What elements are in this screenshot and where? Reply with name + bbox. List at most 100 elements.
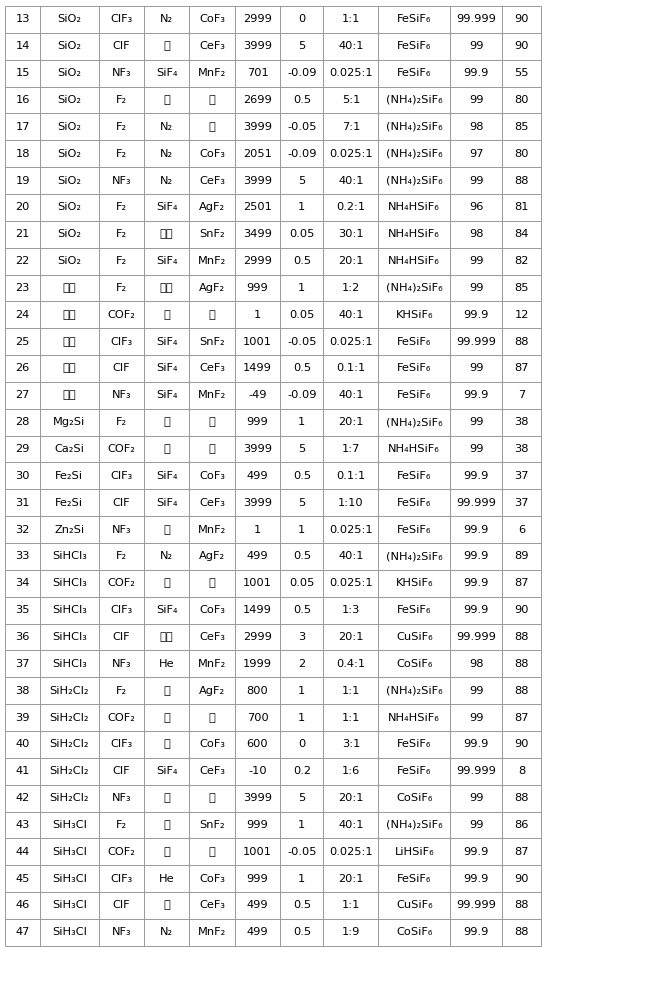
Text: SiH₃Cl: SiH₃Cl	[52, 820, 87, 830]
Text: 1:7: 1:7	[342, 444, 360, 454]
Text: MnF₂: MnF₂	[198, 256, 226, 266]
Text: 87: 87	[514, 578, 529, 588]
Text: 33: 33	[15, 551, 30, 561]
Text: 999: 999	[247, 283, 268, 293]
Text: -0.09: -0.09	[287, 68, 317, 78]
Text: (NH₄)₂SiF₆: (NH₄)₂SiF₆	[386, 551, 442, 561]
Text: 700: 700	[247, 713, 268, 723]
Text: 1:10: 1:10	[338, 498, 364, 508]
Text: 20:1: 20:1	[338, 417, 364, 427]
Text: 84: 84	[514, 229, 529, 239]
Text: F₂: F₂	[116, 417, 127, 427]
Text: Fe₂Si: Fe₂Si	[55, 471, 83, 481]
Text: 96: 96	[469, 202, 484, 212]
Text: -0.09: -0.09	[287, 390, 317, 400]
Text: 99: 99	[469, 41, 484, 51]
Text: 无: 无	[163, 900, 170, 910]
Text: 99: 99	[469, 256, 484, 266]
Text: 硬胶: 硬胶	[63, 283, 76, 293]
Text: ClF: ClF	[113, 498, 130, 508]
Text: 88: 88	[514, 793, 529, 803]
Text: 38: 38	[514, 417, 529, 427]
Text: 88: 88	[514, 900, 529, 910]
Text: SiO₂: SiO₂	[57, 176, 81, 186]
Text: 999: 999	[247, 874, 268, 884]
Text: 23: 23	[15, 283, 30, 293]
Text: (NH₄)₂SiF₆: (NH₄)₂SiF₆	[386, 686, 442, 696]
Text: 14: 14	[15, 41, 30, 51]
Text: SiHCl₃: SiHCl₃	[52, 659, 87, 669]
Text: 15: 15	[15, 68, 30, 78]
Text: SiHCl₃: SiHCl₃	[52, 605, 87, 615]
Text: SiO₂: SiO₂	[57, 256, 81, 266]
Text: 0.5: 0.5	[293, 363, 311, 373]
Text: 31: 31	[15, 498, 30, 508]
Text: ClF₃: ClF₃	[110, 605, 133, 615]
Text: 1:1: 1:1	[342, 14, 360, 24]
Text: 21: 21	[15, 229, 30, 239]
Text: N₂: N₂	[160, 176, 173, 186]
Text: 0.025:1: 0.025:1	[329, 149, 373, 159]
Text: He: He	[159, 874, 175, 884]
Text: 35: 35	[15, 605, 30, 615]
Text: -0.05: -0.05	[287, 847, 317, 857]
Text: SiH₂Cl₂: SiH₂Cl₂	[49, 713, 89, 723]
Text: 99.9: 99.9	[464, 471, 489, 481]
Text: 38: 38	[15, 686, 30, 696]
Text: NF₃: NF₃	[111, 390, 131, 400]
Text: (NH₄)₂SiF₆: (NH₄)₂SiF₆	[386, 149, 442, 159]
Text: -0.09: -0.09	[287, 149, 317, 159]
Text: (NH₄)₂SiF₆: (NH₄)₂SiF₆	[386, 283, 442, 293]
Text: CeF₃: CeF₃	[199, 766, 225, 776]
Text: 499: 499	[247, 900, 268, 910]
Text: 99.9: 99.9	[464, 68, 489, 78]
Text: 88: 88	[514, 686, 529, 696]
Text: 40:1: 40:1	[338, 551, 364, 561]
Text: 99.999: 99.999	[456, 14, 496, 24]
Text: 无: 无	[163, 793, 170, 803]
Text: CoSiF₆: CoSiF₆	[396, 927, 432, 937]
Text: SiF₄: SiF₄	[156, 390, 177, 400]
Text: 0.5: 0.5	[293, 471, 311, 481]
Text: 无: 无	[163, 713, 170, 723]
Text: 1: 1	[298, 874, 305, 884]
Text: 55: 55	[514, 68, 529, 78]
Text: 17: 17	[15, 122, 30, 132]
Text: 89: 89	[514, 551, 529, 561]
Text: 0.025:1: 0.025:1	[329, 578, 373, 588]
Text: 无: 无	[163, 444, 170, 454]
Text: N₂: N₂	[160, 14, 173, 24]
Text: CoF₃: CoF₃	[199, 605, 225, 615]
Text: 1:2: 1:2	[342, 283, 360, 293]
Text: ClF: ClF	[113, 766, 130, 776]
Text: SiO₂: SiO₂	[57, 14, 81, 24]
Text: 20:1: 20:1	[338, 256, 364, 266]
Text: AgF₂: AgF₂	[199, 551, 225, 561]
Text: 无: 无	[163, 847, 170, 857]
Text: 无: 无	[163, 820, 170, 830]
Text: SiF₄: SiF₄	[156, 605, 177, 615]
Text: 40:1: 40:1	[338, 390, 364, 400]
Text: 82: 82	[514, 256, 529, 266]
Text: 26: 26	[15, 363, 30, 373]
Text: 16: 16	[15, 95, 30, 105]
Text: 42: 42	[15, 793, 30, 803]
Text: 24: 24	[15, 310, 30, 320]
Text: SiHCl₃: SiHCl₃	[52, 632, 87, 642]
Text: 硬胶: 硬胶	[63, 363, 76, 373]
Text: 无: 无	[163, 686, 170, 696]
Text: NH₄HSiF₆: NH₄HSiF₆	[388, 256, 440, 266]
Text: CoF₃: CoF₃	[199, 471, 225, 481]
Text: 1: 1	[254, 310, 261, 320]
Text: 硬胶: 硬胶	[63, 390, 76, 400]
Text: 0: 0	[298, 739, 305, 749]
Text: COF₂: COF₂	[107, 847, 135, 857]
Text: 86: 86	[514, 820, 529, 830]
Text: F₂: F₂	[116, 686, 127, 696]
Text: 无: 无	[209, 578, 215, 588]
Text: 87: 87	[514, 847, 529, 857]
Text: 2999: 2999	[243, 632, 272, 642]
Text: NF₃: NF₃	[111, 525, 131, 535]
Text: SiH₃Cl: SiH₃Cl	[52, 874, 87, 884]
Text: NF₃: NF₃	[111, 793, 131, 803]
